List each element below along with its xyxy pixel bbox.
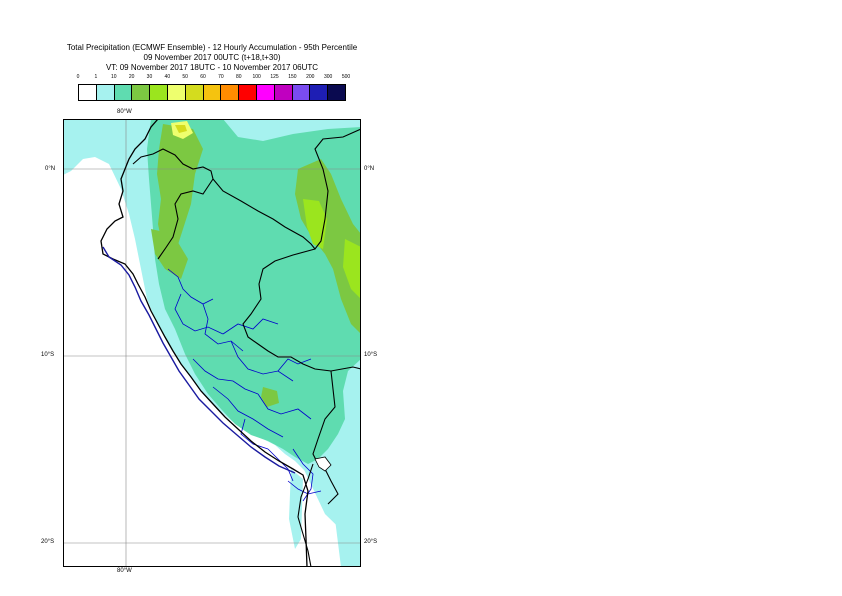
legend-swatch bbox=[79, 85, 97, 100]
lake-titicaca bbox=[314, 456, 332, 472]
legend-threshold-label: 150 bbox=[288, 74, 297, 80]
precip-area-20-30mm-west bbox=[151, 229, 188, 279]
precip-area-40-50mm-2 bbox=[175, 125, 187, 133]
map-frame bbox=[63, 119, 361, 567]
legend-threshold-label: 1 bbox=[94, 74, 98, 80]
regional-boundaries bbox=[167, 268, 322, 502]
legend-swatch bbox=[167, 85, 186, 100]
legend-threshold-label: 70 bbox=[218, 74, 224, 80]
legend-swatch bbox=[203, 85, 222, 100]
lon-label-top: 80°W bbox=[117, 109, 132, 115]
precip-area-20-30mm-north bbox=[157, 124, 203, 254]
legend-threshold-label: 0 bbox=[76, 74, 80, 80]
precip-area-30-40mm bbox=[303, 199, 327, 249]
legend-swatch bbox=[96, 85, 115, 100]
legend-threshold-label: 60 bbox=[200, 74, 206, 80]
coastline bbox=[100, 119, 309, 567]
legend-threshold-label: 125 bbox=[270, 74, 279, 80]
legend-swatch bbox=[150, 85, 168, 100]
lon-label-bottom: 80°W bbox=[117, 568, 132, 574]
legend-swatch bbox=[132, 85, 151, 100]
lat-label-left-0: 0°N bbox=[45, 166, 56, 172]
legend-swatch bbox=[221, 85, 240, 100]
legend-swatch bbox=[274, 85, 293, 100]
lat-label-right-10s: 10°S bbox=[364, 352, 378, 358]
lat-label-right-20s: 20°S bbox=[364, 539, 378, 545]
legend-threshold-label: 50 bbox=[182, 74, 188, 80]
legend-threshold-label: 200 bbox=[306, 74, 315, 80]
precip-area-30-40mm-2 bbox=[343, 239, 361, 299]
precip-area-1-10mm-south bbox=[299, 439, 361, 549]
legend-threshold-label: 500 bbox=[341, 74, 351, 80]
legend-threshold-label: 300 bbox=[323, 74, 333, 80]
legend-swatch bbox=[256, 85, 275, 100]
legend-threshold-label: 30 bbox=[146, 74, 153, 80]
chart-title-line3: VT: 09 November 2017 18UTC - 10 November… bbox=[105, 63, 319, 72]
precip-area-1-10mm-southwest bbox=[289, 469, 303, 549]
legend-threshold-label: 100 bbox=[252, 74, 261, 80]
legend-threshold-label: 40 bbox=[164, 74, 171, 80]
legend-threshold-label: 10 bbox=[110, 74, 117, 80]
legend-swatch bbox=[292, 85, 311, 100]
legend-threshold-label: 80 bbox=[236, 74, 242, 80]
chart-title-line2: 09 November 2017 00UTC (t+18,t+30) bbox=[143, 53, 281, 62]
precipitation-map bbox=[63, 119, 361, 567]
coastline-outer bbox=[102, 246, 296, 474]
legend-swatch bbox=[185, 85, 204, 100]
legend-swatch bbox=[310, 85, 329, 100]
chart-title-line1: Total Precipitation (ECMWF Ensemble) - 1… bbox=[66, 43, 358, 52]
lat-label-left-10s: 10°S bbox=[41, 352, 55, 358]
lat-label-right-0: 0°N bbox=[364, 166, 375, 172]
legend-threshold-label: 20 bbox=[128, 74, 135, 80]
lat-label-left-20s: 20°S bbox=[41, 539, 55, 545]
legend-swatch bbox=[328, 85, 345, 100]
country-borders bbox=[132, 128, 361, 567]
legend-labels: 0 1 10 20 30 40 50 60 70 80 100 125 150 200 300 500 bbox=[0, 74, 842, 84]
legend-swatch bbox=[114, 85, 133, 100]
precip-area-20-30mm-patch bbox=[261, 387, 279, 407]
color-legend bbox=[78, 84, 346, 101]
legend-swatch bbox=[239, 85, 257, 100]
